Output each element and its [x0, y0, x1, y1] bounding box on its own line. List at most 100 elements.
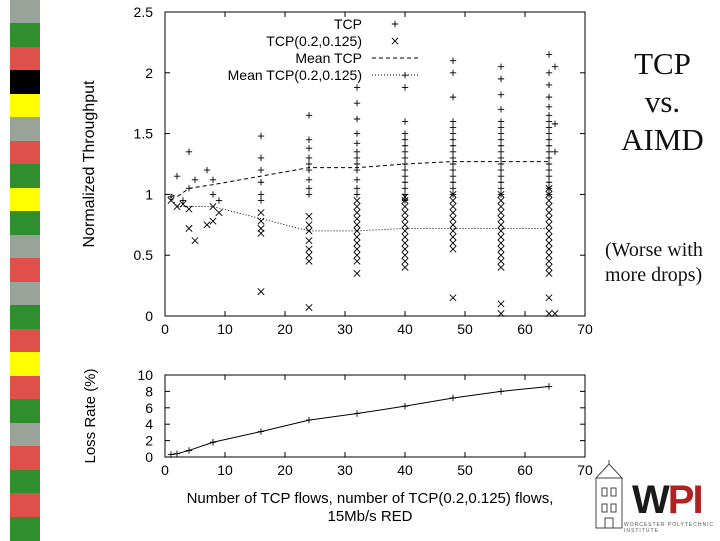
data-point-tcp [401, 84, 409, 91]
data-point-aimd [305, 212, 313, 220]
data-point-tcp [353, 140, 361, 147]
loss-rate-point [545, 383, 553, 390]
data-point-aimd [497, 310, 505, 318]
x-tick-label: 10 [217, 462, 233, 478]
data-point-aimd [257, 288, 265, 296]
data-point-tcp [353, 160, 361, 168]
data-point-aimd [497, 196, 505, 204]
data-point-tcp [497, 124, 505, 131]
data-point-aimd [353, 257, 361, 265]
loss-rate-point [353, 410, 361, 417]
data-point-tcp [551, 63, 559, 70]
data-point-aimd [353, 227, 361, 235]
data-point-tcp [449, 57, 457, 64]
data-point-aimd [209, 217, 217, 225]
stripe-segment [10, 516, 40, 541]
data-point-aimd [545, 245, 553, 253]
plot-frame [164, 11, 586, 317]
data-point-aimd [353, 245, 361, 253]
legend-marker [391, 37, 399, 45]
slide-title-line-2: vs. [644, 84, 681, 119]
x-axis-label-line-1: Number of TCP flows, number of TCP(0.2,0… [187, 490, 554, 507]
x-tick-label: 50 [457, 462, 473, 478]
data-point-aimd [545, 257, 553, 265]
data-point-tcp [401, 118, 409, 125]
data-point-aimd [545, 263, 553, 271]
x-tick-label: 60 [517, 462, 533, 478]
data-point-aimd [545, 251, 553, 259]
data-point-tcp [545, 130, 553, 137]
data-point-tcp [401, 142, 409, 149]
data-point-tcp [449, 166, 457, 174]
x-tick-label: 30 [337, 321, 353, 337]
data-point-aimd [497, 245, 505, 253]
data-point-aimd [449, 245, 457, 253]
data-point-tcp [449, 69, 457, 76]
data-point-tcp [305, 144, 313, 152]
x-axis-label-line-2: 15Mb/s RED [327, 508, 412, 525]
data-point-tcp [305, 191, 313, 198]
data-point-tcp [401, 185, 409, 192]
x-tick-label: 0 [161, 321, 169, 337]
data-point-tcp [497, 106, 505, 113]
data-point-tcp [545, 118, 553, 125]
data-point-aimd [215, 209, 223, 217]
stripe-segment [10, 493, 40, 518]
legend-marker [391, 20, 399, 28]
data-point-aimd [545, 215, 553, 223]
data-point-tcp [401, 179, 409, 186]
data-point-tcp [497, 63, 505, 70]
data-point-aimd [401, 257, 409, 265]
x-tick-label: 0 [161, 462, 169, 478]
stripe-segment [10, 93, 40, 119]
data-point-tcp [305, 185, 313, 192]
data-point-aimd [545, 203, 553, 211]
x-tick-label: 40 [397, 321, 413, 337]
data-point-aimd [167, 196, 175, 204]
series-line-3 [170, 196, 549, 232]
data-point-tcp [305, 176, 313, 184]
data-point-aimd [401, 251, 409, 259]
data-point-aimd [545, 239, 553, 247]
data-point-aimd [545, 294, 553, 302]
data-point-aimd [545, 310, 553, 318]
data-point-tcp [401, 172, 409, 180]
stripe-segment [10, 446, 40, 471]
data-point-aimd [497, 251, 505, 259]
data-point-tcp [257, 197, 265, 204]
data-point-tcp [497, 75, 505, 83]
data-point-tcp [551, 148, 559, 156]
data-point-tcp [449, 136, 457, 143]
data-point-tcp [545, 136, 553, 143]
wpi-logo-letter-w: W [632, 478, 670, 522]
data-point-aimd [401, 239, 409, 247]
data-point-tcp [401, 166, 409, 174]
data-point-tcp [545, 103, 553, 111]
stripe-segment [10, 469, 40, 495]
y-axis-label: Loss Rate (%) [82, 368, 99, 463]
data-point-aimd [449, 190, 457, 198]
decorative-color-stripe [10, 0, 40, 541]
data-point-tcp [497, 154, 505, 162]
data-point-aimd [191, 237, 199, 245]
legend-label: TCP(0.2,0.125) [266, 33, 362, 49]
data-point-tcp [449, 148, 457, 156]
data-point-tcp [257, 154, 265, 162]
plot-frame [164, 374, 586, 458]
data-point-aimd [497, 257, 505, 265]
data-point-aimd [497, 300, 505, 308]
slide-note: (Worse with more drops) [605, 239, 703, 286]
y-tick-label: 1.5 [134, 126, 154, 142]
data-point-aimd [497, 233, 505, 241]
legend-label: Mean TCP(0.2,0.125) [228, 67, 362, 83]
data-point-tcp [545, 172, 553, 180]
x-tick-label: 70 [577, 321, 593, 337]
data-point-tcp [449, 185, 457, 192]
data-point-aimd [305, 251, 313, 259]
stripe-segment [10, 46, 40, 72]
stripe-segment [10, 23, 40, 48]
y-tick-label: 4 [145, 416, 153, 432]
data-point-tcp [497, 142, 505, 149]
stripe-segment [10, 375, 40, 401]
legend-label: Mean TCP [295, 50, 362, 66]
